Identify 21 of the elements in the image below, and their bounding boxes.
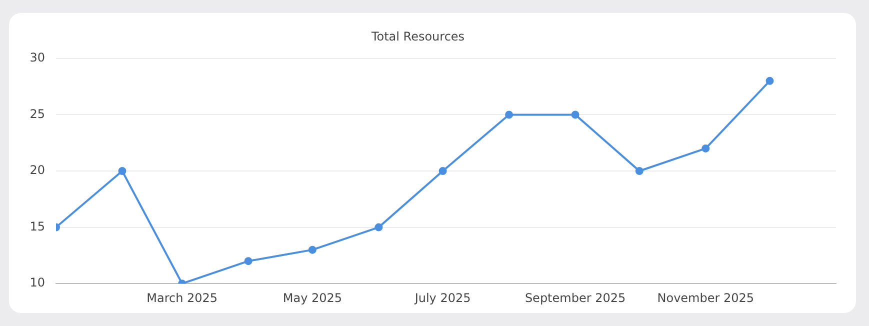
x-tick-label: May 2025 xyxy=(282,290,342,305)
x-tick-label: March 2025 xyxy=(146,290,218,305)
point xyxy=(308,246,316,254)
point xyxy=(118,167,126,175)
point xyxy=(571,110,580,119)
y-tick-label: 25 xyxy=(30,106,45,121)
y-tick-label: 20 xyxy=(30,163,45,178)
y-tick-label: 15 xyxy=(30,219,45,234)
point xyxy=(635,167,644,175)
point xyxy=(244,257,252,266)
point xyxy=(505,110,514,119)
point xyxy=(766,76,774,85)
y-tick-label: 10 xyxy=(30,276,45,290)
x-tick-label: September 2025 xyxy=(524,290,626,305)
point xyxy=(374,223,383,232)
point xyxy=(438,167,447,175)
x-tick-label: November 2025 xyxy=(657,290,754,305)
x-tick-label: July 2025 xyxy=(414,290,471,305)
y-tick-label: 30 xyxy=(30,50,45,65)
chart-title: Total Resources xyxy=(370,29,465,44)
point xyxy=(702,144,710,152)
